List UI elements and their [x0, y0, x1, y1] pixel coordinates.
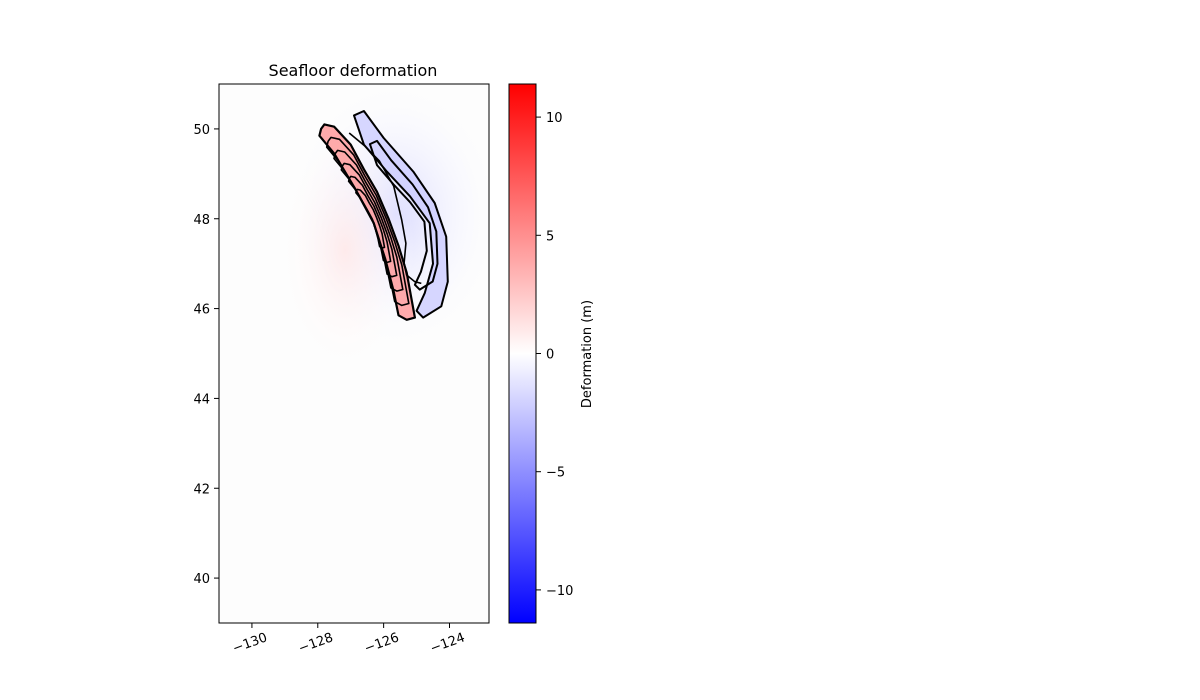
uplift-contour [355, 188, 386, 249]
y-tick-label: 40 [193, 572, 210, 587]
subsidence-zone [354, 111, 448, 318]
plot-frame [218, 83, 490, 624]
chart-title: Seafloor deformation [269, 61, 438, 80]
y-tick-label: 50 [193, 123, 210, 138]
uplift-zone [319, 124, 415, 320]
colorbar-label: Deformation (m) [580, 300, 595, 408]
x-tick-label: −128 [297, 630, 336, 656]
colorbar-ticks: 10 5 0 −5 −10 [536, 111, 573, 599]
y-tick-label: 48 [193, 213, 210, 228]
y-tick-label: 46 [193, 303, 210, 318]
deformation-field [275, 84, 489, 380]
subsidence-contour [368, 139, 439, 291]
y-tick-label: 44 [193, 392, 210, 407]
y-tick-label: 42 [193, 482, 210, 497]
uplift-halo [275, 120, 415, 380]
subsidence-contour [353, 110, 449, 319]
colorbar-tick-label: −5 [546, 466, 565, 481]
zero-contour [348, 132, 422, 285]
x-tick-label: −124 [428, 630, 467, 656]
colorbar [508, 83, 537, 624]
contour-lines [318, 110, 449, 321]
colorbar-tick-label: −10 [546, 584, 573, 599]
x-axis: −130 −128 −126 −124 [231, 623, 467, 657]
colorbar-tick-label: 0 [546, 348, 554, 363]
x-tick-label: −130 [231, 630, 270, 656]
x-tick-label: −126 [362, 630, 401, 656]
colorbar-tick-label: 10 [546, 111, 563, 126]
colorbar-tick-label: 5 [546, 229, 554, 244]
y-axis: 40 42 44 46 48 50 [193, 123, 219, 587]
